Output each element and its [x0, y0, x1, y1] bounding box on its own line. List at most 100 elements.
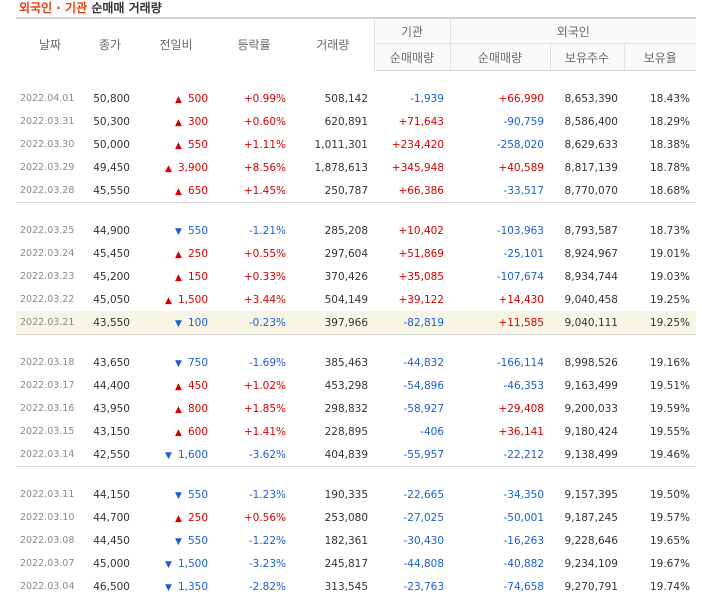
foreign-ratio-cell: 19.59% [624, 397, 696, 420]
institution-net-cell: +51,869 [374, 242, 450, 265]
volume-cell: 190,335 [292, 483, 374, 506]
foreign-net-cell: -22,212 [450, 443, 550, 467]
foreign-net-cell: +36,141 [450, 420, 550, 443]
col-change-header: 전일비 [136, 18, 216, 71]
foreign-holdings-cell: 9,163,499 [550, 374, 624, 397]
foreign-holdings-cell: 8,817,139 [550, 156, 624, 179]
volume-cell: 1,878,613 [292, 156, 374, 179]
col-foreign-net-header: 순매매량 [450, 44, 550, 71]
close-price-cell: 50,800 [84, 87, 136, 110]
rate-cell: -0.23% [216, 311, 292, 335]
foreign-ratio-cell: 19.16% [624, 351, 696, 374]
change-cell: ▲250 [136, 242, 216, 265]
volume-cell: 1,011,301 [292, 133, 374, 156]
institution-net-cell: +234,420 [374, 133, 450, 156]
foreign-net-cell: -33,517 [450, 179, 550, 203]
date-cell: 2022.03.22 [16, 288, 84, 311]
foreign-holdings-cell: 8,629,633 [550, 133, 624, 156]
down-triangle-icon: ▼ [175, 491, 182, 501]
institution-net-cell: -55,957 [374, 443, 450, 467]
foreign-net-cell: +66,990 [450, 87, 550, 110]
volume-cell: 453,298 [292, 374, 374, 397]
institution-net-cell: -30,430 [374, 529, 450, 552]
close-price-cell: 50,300 [84, 110, 136, 133]
change-value: 550 [188, 489, 208, 501]
up-triangle-icon: ▲ [165, 164, 172, 174]
change-value: 1,500 [178, 294, 208, 306]
down-triangle-icon: ▼ [165, 451, 172, 461]
up-triangle-icon: ▲ [175, 428, 182, 438]
foreign-ratio-cell: 18.78% [624, 156, 696, 179]
volume-cell: 228,895 [292, 420, 374, 443]
change-cell: ▲ 550 [136, 133, 216, 156]
close-price-cell: 44,150 [84, 483, 136, 506]
foreign-holdings-cell: 9,187,245 [550, 506, 624, 529]
volume-cell: 504,149 [292, 288, 374, 311]
change-value: 100 [188, 317, 208, 329]
foreign-ratio-cell: 19.55% [624, 420, 696, 443]
volume-cell: 385,463 [292, 351, 374, 374]
down-triangle-icon: ▼ [165, 560, 172, 570]
close-price-cell: 43,950 [84, 397, 136, 420]
rate-cell: +1.45% [216, 179, 292, 203]
up-triangle-icon: ▲ [175, 141, 182, 151]
foreign-ratio-cell: 19.51% [624, 374, 696, 397]
date-cell: 2022.03.23 [16, 265, 84, 288]
volume-cell: 370,426 [292, 265, 374, 288]
change-value: 1,600 [178, 449, 208, 461]
institution-net-cell: -406 [374, 420, 450, 443]
foreign-holdings-cell: 8,924,967 [550, 242, 624, 265]
foreign-holdings-cell: 9,228,646 [550, 529, 624, 552]
change-cell: ▲1,500 [136, 288, 216, 311]
foreign-holdings-cell: 8,793,587 [550, 219, 624, 242]
col-ratio-header: 보유율 [624, 44, 696, 71]
foreign-holdings-cell: 8,934,744 [550, 265, 624, 288]
foreign-ratio-cell: 18.73% [624, 219, 696, 242]
foreign-net-cell: -50,001 [450, 506, 550, 529]
institution-net-cell: -44,808 [374, 552, 450, 575]
change-value: 150 [188, 271, 208, 283]
institution-net-cell: +345,948 [374, 156, 450, 179]
foreign-net-cell: +11,585 [450, 311, 550, 335]
rate-cell: +0.33% [216, 265, 292, 288]
date-cell: 2022.03.10 [16, 506, 84, 529]
change-value: 550 [188, 139, 208, 151]
institution-net-cell: +66,386 [374, 179, 450, 203]
foreign-holdings-cell: 8,998,526 [550, 351, 624, 374]
down-triangle-icon: ▼ [175, 227, 182, 237]
foreign-holdings-cell: 9,200,033 [550, 397, 624, 420]
institution-net-cell: -1,939 [374, 87, 450, 110]
volume-cell: 285,208 [292, 219, 374, 242]
change-cell: ▼ 550 [136, 483, 216, 506]
foreign-ratio-cell: 19.50% [624, 483, 696, 506]
institution-net-cell: +39,122 [374, 288, 450, 311]
col-date-header: 날짜 [16, 18, 84, 71]
change-value: 800 [188, 403, 208, 415]
rate-cell: +0.55% [216, 242, 292, 265]
foreign-ratio-cell: 19.25% [624, 311, 696, 335]
institution-net-cell: -27,025 [374, 506, 450, 529]
foreign-ratio-cell: 19.03% [624, 265, 696, 288]
close-price-cell: 49,450 [84, 156, 136, 179]
down-triangle-icon: ▼ [175, 537, 182, 547]
change-cell: ▼ 1,600 [136, 443, 216, 467]
close-price-cell: 45,550 [84, 179, 136, 203]
volume-cell: 297,604 [292, 242, 374, 265]
close-price-cell: 44,700 [84, 506, 136, 529]
institution-net-cell: -22,665 [374, 483, 450, 506]
volume-cell: 508,142 [292, 87, 374, 110]
close-price-cell: 44,450 [84, 529, 136, 552]
rate-cell: -3.62% [216, 443, 292, 467]
change-cell: ▲650 [136, 179, 216, 203]
change-cell: ▼550 [136, 529, 216, 552]
change-value: 600 [188, 426, 208, 438]
change-value: 300 [188, 116, 208, 128]
close-price-cell: 45,200 [84, 265, 136, 288]
foreign-net-cell: -40,882 [450, 552, 550, 575]
foreign-holdings-cell: 9,234,109 [550, 552, 624, 575]
